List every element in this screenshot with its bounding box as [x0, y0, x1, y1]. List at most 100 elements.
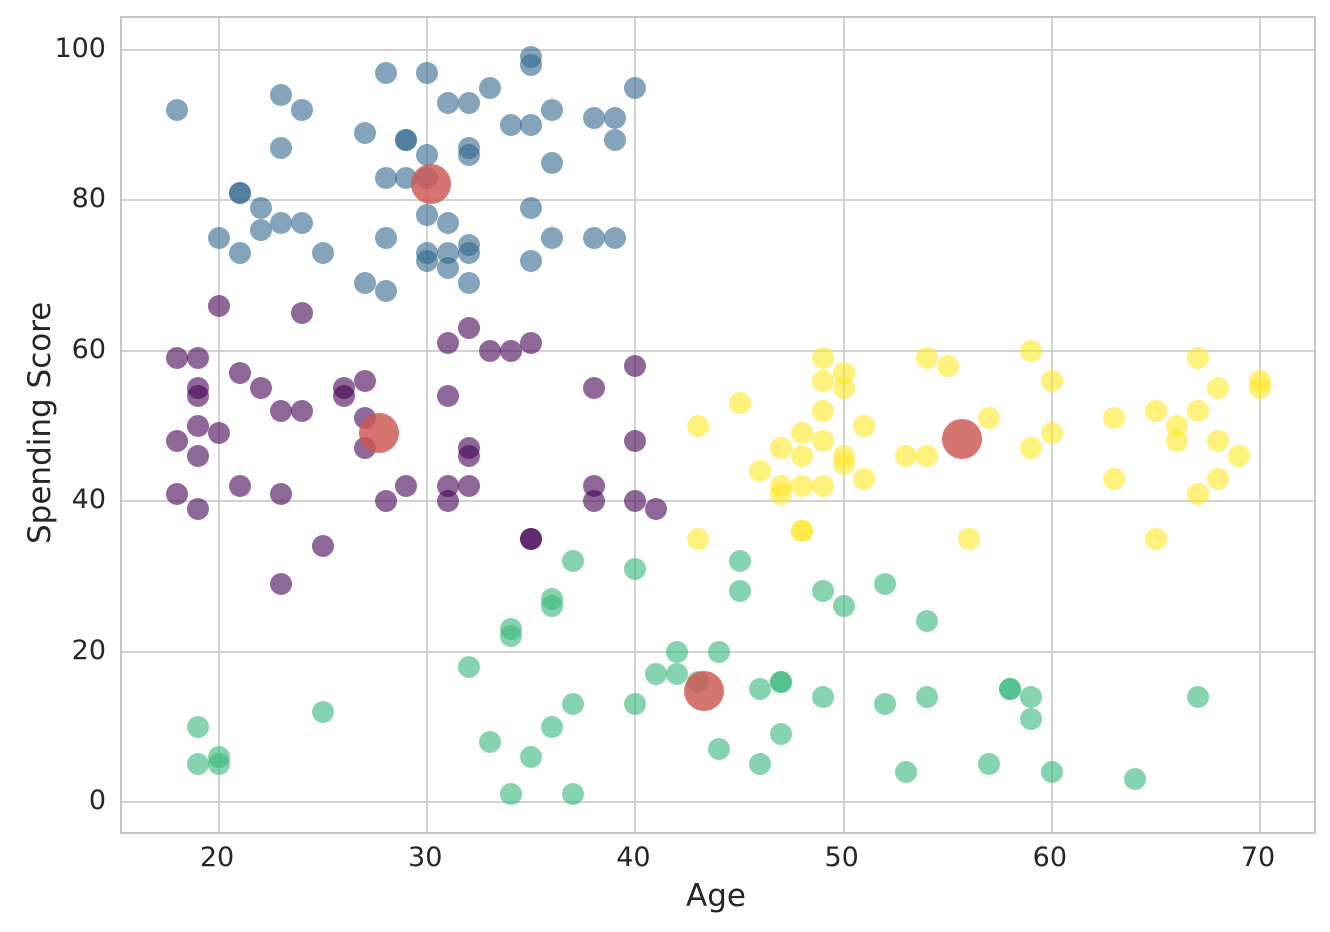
data-point-cluster-purple	[187, 347, 210, 370]
data-point-cluster-green	[478, 730, 501, 753]
data-point-cluster-green	[666, 663, 689, 686]
data-point-cluster-blue	[457, 241, 480, 264]
data-point-cluster-blue	[270, 136, 293, 159]
data-point-cluster-blue	[582, 106, 605, 129]
data-point-cluster-purple	[291, 302, 314, 325]
data-point-cluster-purple	[208, 422, 231, 445]
data-point-cluster-green	[666, 640, 689, 663]
data-point-cluster-green	[728, 550, 751, 573]
data-point-cluster-yellow	[728, 392, 751, 415]
y-tick-label: 40	[71, 484, 106, 516]
data-point-cluster-purple	[228, 362, 251, 385]
data-point-cluster-blue	[249, 219, 272, 242]
data-point-cluster-blue	[499, 114, 522, 137]
data-point-cluster-yellow	[770, 437, 793, 460]
x-tick-label: 40	[616, 842, 651, 873]
y-tick-label: 20	[71, 634, 106, 666]
data-point-cluster-yellow	[791, 520, 813, 543]
data-point-cluster-blue	[457, 272, 480, 295]
data-point-cluster-yellow	[1103, 407, 1126, 430]
centroid-marker	[411, 163, 452, 204]
data-point-cluster-blue	[395, 129, 418, 152]
data-point-cluster-blue	[457, 144, 480, 167]
data-point-cluster-purple	[437, 384, 460, 407]
data-point-cluster-yellow	[832, 377, 855, 400]
data-point-cluster-green	[187, 753, 210, 776]
data-point-cluster-blue	[416, 249, 439, 272]
data-point-cluster-purple	[582, 377, 605, 400]
data-point-cluster-green	[978, 753, 1001, 776]
x-tick-label: 30	[408, 842, 443, 873]
data-point-cluster-yellow	[811, 347, 834, 370]
data-point-cluster-green	[1020, 708, 1043, 731]
data-point-cluster-green	[832, 595, 855, 618]
data-point-cluster-green	[499, 625, 522, 648]
data-point-cluster-blue	[270, 211, 293, 234]
data-point-cluster-green	[895, 760, 918, 783]
data-point-cluster-purple	[208, 294, 231, 317]
data-point-cluster-blue	[374, 226, 397, 249]
y-tick-label: 80	[71, 183, 106, 215]
data-point-cluster-yellow	[749, 460, 772, 483]
data-point-cluster-blue	[291, 99, 314, 122]
data-point-cluster-purple	[624, 354, 647, 377]
data-point-cluster-green	[457, 655, 480, 678]
centroid-marker	[942, 419, 983, 460]
data-point-cluster-blue	[437, 257, 460, 280]
data-point-cluster-green	[1186, 685, 1209, 708]
data-point-cluster-yellow	[1186, 347, 1209, 370]
data-point-cluster-blue	[457, 91, 480, 114]
data-point-cluster-blue	[166, 99, 189, 122]
data-point-cluster-purple	[332, 384, 355, 407]
data-point-cluster-green	[499, 783, 522, 806]
data-point-cluster-purple	[270, 572, 293, 595]
x-gridline	[842, 18, 845, 832]
data-point-cluster-yellow	[686, 414, 709, 437]
data-point-cluster-blue	[374, 279, 397, 302]
data-point-cluster-green	[624, 693, 647, 716]
data-point-cluster-yellow	[957, 527, 980, 550]
data-point-cluster-blue	[353, 121, 376, 144]
data-point-cluster-blue	[270, 84, 293, 107]
data-point-cluster-yellow	[791, 422, 813, 445]
data-point-cluster-green	[770, 723, 793, 746]
data-point-cluster-yellow	[1249, 377, 1272, 400]
data-point-cluster-purple	[582, 490, 605, 513]
data-point-cluster-green	[187, 715, 210, 738]
y-gridline	[122, 48, 1314, 51]
data-point-cluster-green	[915, 685, 938, 708]
data-point-cluster-green	[707, 738, 730, 761]
data-point-cluster-purple	[187, 384, 210, 407]
y-gridline	[122, 199, 1314, 202]
data-point-cluster-yellow	[915, 347, 938, 370]
data-point-cluster-purple	[437, 490, 460, 513]
data-point-cluster-green	[770, 670, 793, 693]
data-point-cluster-green	[645, 663, 668, 686]
data-point-cluster-green	[707, 640, 730, 663]
plot-area	[120, 16, 1316, 834]
data-point-cluster-purple	[457, 445, 480, 468]
data-point-cluster-blue	[249, 196, 272, 219]
data-point-cluster-blue	[353, 272, 376, 295]
data-point-cluster-yellow	[1207, 467, 1230, 490]
data-point-cluster-blue	[603, 106, 626, 129]
data-point-cluster-blue	[520, 114, 543, 137]
data-point-cluster-yellow	[853, 467, 876, 490]
data-point-cluster-green	[749, 678, 772, 701]
data-point-cluster-purple	[624, 490, 647, 513]
data-point-cluster-green	[1040, 760, 1063, 783]
data-point-cluster-purple	[312, 535, 335, 558]
data-point-cluster-purple	[270, 399, 293, 422]
data-point-cluster-green	[874, 693, 897, 716]
x-gridline	[426, 18, 429, 832]
data-point-cluster-yellow	[811, 369, 834, 392]
data-point-cluster-green	[811, 685, 834, 708]
data-point-cluster-purple	[187, 497, 210, 520]
data-point-cluster-green	[541, 715, 564, 738]
data-point-cluster-yellow	[686, 527, 709, 550]
data-point-cluster-yellow	[1020, 437, 1043, 460]
data-point-cluster-yellow	[791, 475, 813, 498]
data-point-cluster-blue	[520, 53, 543, 76]
x-axis-label: Age	[686, 878, 746, 914]
